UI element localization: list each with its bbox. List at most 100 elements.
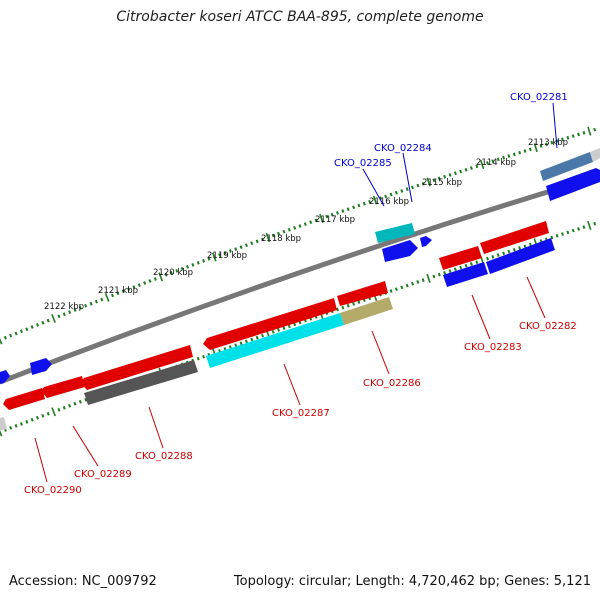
gene-label-CKO_02282: CKO_02282 bbox=[519, 321, 577, 332]
inner-ring-tick bbox=[282, 326, 286, 330]
inner-ring-tick bbox=[357, 300, 361, 304]
kbp-label: 2119 kbp bbox=[207, 251, 247, 261]
inner-ring-tick bbox=[271, 330, 275, 334]
kbp-label: 2121 kbp bbox=[98, 286, 138, 296]
outer-ring-tick bbox=[137, 283, 141, 287]
outer-ring-tick bbox=[228, 249, 232, 253]
outer-ring-tick bbox=[545, 142, 548, 147]
gene-CKO_02281[interactable] bbox=[540, 152, 593, 181]
inner-ring-tick bbox=[202, 354, 206, 359]
inner-ring-tick bbox=[9, 426, 13, 430]
outer-ring-tick bbox=[555, 139, 559, 143]
outer-ring-tick bbox=[550, 140, 554, 145]
inner-ring-tick bbox=[416, 280, 420, 284]
inner-ring-tick bbox=[244, 339, 248, 344]
outer-ring-tick bbox=[250, 241, 254, 246]
outer-ring-tick bbox=[51, 314, 56, 323]
gene-label-CKO_02288: CKO_02288 bbox=[135, 451, 193, 462]
outer-ring-tick bbox=[571, 134, 575, 138]
outer-ring-tick bbox=[372, 195, 378, 205]
outer-ring-tick bbox=[469, 166, 473, 170]
kbp-label: 2115 kbp bbox=[422, 178, 462, 188]
inner-ring-tick bbox=[475, 260, 479, 265]
inner-ring-tick bbox=[41, 413, 45, 418]
gene-label-CKO_02285: CKO_02285 bbox=[334, 158, 392, 169]
outer-ring-tick bbox=[330, 212, 334, 217]
inner-ring-tick bbox=[443, 271, 447, 275]
outer-ring-tick bbox=[14, 331, 18, 336]
gene-CKO_02283[interactable] bbox=[443, 262, 488, 287]
outer-ring-tick bbox=[100, 297, 104, 302]
inner-ring-tick bbox=[491, 254, 495, 259]
outer-ring-tick bbox=[148, 279, 152, 283]
gene-red-rev bbox=[41, 376, 85, 398]
outer-ring-tick bbox=[180, 267, 184, 271]
outer-ring-tick bbox=[164, 273, 168, 277]
map-title: Citrobacter koseri ATCC BAA-895, complet… bbox=[116, 9, 484, 25]
outer-ring-tick bbox=[384, 194, 388, 199]
outer-ring-tick bbox=[121, 289, 125, 294]
outer-ring-tick bbox=[389, 192, 393, 197]
outer-ring-tick bbox=[9, 333, 13, 338]
outer-ring-tick bbox=[523, 149, 527, 153]
outer-ring-tick bbox=[453, 171, 457, 176]
outer-ring-tick bbox=[561, 137, 564, 142]
gene-CKO_02285[interactable] bbox=[420, 236, 432, 247]
inner-ring-tick bbox=[437, 272, 441, 277]
gene-CKO_02288[interactable] bbox=[84, 360, 198, 405]
inner-ring-tick bbox=[448, 269, 452, 273]
outer-ring-tick bbox=[265, 232, 271, 242]
inner-ring-tick bbox=[35, 415, 40, 420]
outer-ring-tick bbox=[239, 245, 243, 249]
gene-blue-small bbox=[382, 240, 418, 262]
gene-segment bbox=[590, 148, 600, 162]
gene-CKO_02282[interactable] bbox=[486, 238, 555, 274]
accession-text: Accession: NC_009792 bbox=[9, 574, 157, 589]
gene-red-rev bbox=[81, 345, 193, 390]
gene-label-CKO_02289: CKO_02289 bbox=[74, 469, 132, 480]
gene-CKO_02284[interactable] bbox=[375, 223, 415, 243]
outer-ring-tick bbox=[185, 265, 190, 269]
outer-ring-tick bbox=[587, 126, 592, 136]
kbp-label: 2118 kbp bbox=[261, 234, 301, 244]
outer-ring-tick bbox=[362, 201, 366, 206]
outer-ring-tick bbox=[319, 213, 324, 223]
outer-ring-tick bbox=[255, 239, 259, 244]
gene-CKO_02286[interactable] bbox=[340, 297, 393, 325]
inner-ring-tick bbox=[0, 429, 3, 437]
inner-ring-tick bbox=[411, 281, 414, 286]
outer-ring-tick bbox=[426, 177, 431, 187]
inner-ring-tick bbox=[352, 302, 356, 306]
outer-ring-tick bbox=[25, 327, 29, 332]
inner-ring-tick bbox=[400, 285, 404, 290]
outer-ring-tick bbox=[593, 127, 597, 132]
outer-ring-tick bbox=[277, 231, 281, 236]
inner-ring-tick bbox=[389, 289, 393, 293]
inner-ring-tick bbox=[78, 399, 82, 404]
outer-ring-tick bbox=[432, 178, 436, 183]
inner-ring-tick bbox=[84, 397, 88, 402]
outer-ring-tick bbox=[19, 329, 23, 334]
gene-red-rev bbox=[3, 388, 45, 410]
inner-ring-tick bbox=[421, 278, 425, 283]
outer-ring-tick bbox=[480, 160, 485, 170]
outer-ring-tick bbox=[110, 293, 115, 298]
outer-ring-tick bbox=[153, 277, 157, 281]
outer-ring-tick bbox=[169, 271, 173, 275]
outer-ring-tick bbox=[582, 131, 586, 135]
outer-ring-tick bbox=[341, 209, 345, 213]
gene-CKO_02287[interactable] bbox=[206, 313, 344, 368]
outer-ring-tick bbox=[357, 203, 361, 208]
outer-ring-tick bbox=[378, 196, 382, 201]
inner-ring-tick bbox=[593, 221, 597, 226]
outer-ring-tick bbox=[293, 226, 297, 230]
outer-ring-tick bbox=[89, 301, 93, 306]
outer-ring-tick bbox=[577, 132, 580, 137]
inner-ring-tick bbox=[518, 246, 522, 250]
outer-ring-tick bbox=[486, 161, 489, 165]
outer-ring-tick bbox=[78, 306, 82, 310]
gene-label-CKO_02286: CKO_02286 bbox=[363, 378, 421, 389]
inner-ring-tick bbox=[496, 253, 500, 257]
outer-ring-tick bbox=[533, 143, 538, 153]
